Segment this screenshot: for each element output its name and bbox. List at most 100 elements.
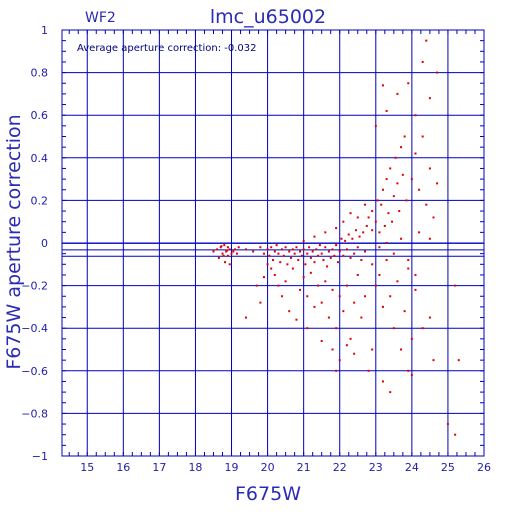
data-point [382, 188, 385, 191]
data-point [299, 288, 302, 291]
data-point [363, 250, 366, 253]
data-point [266, 263, 269, 266]
y-tick-label: −0.2 [21, 280, 48, 293]
data-point [317, 254, 320, 257]
data-point [329, 256, 332, 259]
data-point [327, 250, 330, 253]
data-point [324, 231, 327, 234]
data-point [320, 301, 323, 304]
data-point [277, 284, 280, 287]
data-point [407, 82, 410, 85]
x-tick-label: 20 [261, 461, 275, 474]
y-tick-label: 1 [41, 24, 48, 37]
data-point [385, 178, 388, 181]
data-point [212, 250, 215, 253]
data-point [367, 369, 370, 372]
data-point [414, 152, 417, 155]
data-point [410, 337, 413, 340]
data-point [349, 256, 352, 259]
data-point [400, 348, 403, 351]
data-point [367, 216, 370, 219]
data-point [387, 212, 390, 215]
data-point [338, 250, 341, 253]
data-point [228, 248, 231, 251]
data-point [306, 295, 309, 298]
data-point [344, 239, 347, 242]
data-point [428, 167, 431, 170]
data-point [317, 284, 320, 287]
data-point [403, 135, 406, 138]
x-tick-label: 16 [116, 461, 130, 474]
data-point [272, 259, 274, 262]
data-point [326, 265, 329, 268]
data-point [418, 188, 421, 191]
data-point [392, 252, 395, 255]
data-point [232, 250, 235, 253]
data-point [398, 210, 401, 213]
data-point [302, 239, 305, 242]
data-point [380, 203, 383, 206]
chip-label: WF2 [85, 10, 116, 26]
data-point [400, 146, 403, 149]
data-point [349, 337, 352, 340]
data-point [347, 233, 350, 236]
data-point [403, 310, 406, 313]
x-tick-label: 24 [405, 461, 419, 474]
data-point [309, 271, 312, 274]
data-point [378, 273, 381, 276]
data-point [378, 231, 381, 234]
data-point [353, 252, 356, 255]
data-point [288, 250, 291, 253]
y-tick-label: 0.6 [31, 109, 49, 122]
data-points [212, 39, 460, 436]
data-point [331, 248, 334, 251]
data-point [436, 182, 439, 185]
data-point [318, 244, 321, 247]
data-point [286, 263, 289, 266]
y-tick-label: −0.8 [21, 407, 48, 420]
data-point [410, 374, 413, 377]
data-point [302, 276, 305, 279]
data-point [217, 256, 220, 259]
data-point [322, 259, 325, 262]
x-tick-label: 15 [80, 461, 94, 474]
data-point [327, 316, 330, 319]
data-point [333, 254, 336, 257]
data-point [385, 109, 388, 112]
data-point [396, 92, 399, 95]
data-point [354, 229, 357, 232]
y-tick-label: −0.6 [21, 365, 48, 378]
data-point [436, 71, 439, 74]
data-point [252, 250, 255, 253]
data-point [428, 316, 431, 319]
data-point [308, 246, 311, 249]
data-point [262, 276, 265, 279]
data-point [351, 237, 354, 240]
data-point [288, 310, 291, 313]
data-point [302, 248, 305, 251]
data-point [407, 369, 410, 372]
data-point [418, 231, 421, 234]
y-tick-label: 0.8 [31, 67, 49, 80]
data-point [295, 246, 298, 249]
data-point [304, 263, 307, 266]
data-point [335, 244, 338, 247]
data-point [392, 327, 395, 330]
data-point [457, 359, 460, 362]
data-point [235, 252, 238, 255]
data-point [428, 97, 431, 100]
data-point [385, 242, 388, 244]
x-tick-labels: 15 16 17 18 19 20 21 22 23 24 25 26 [80, 461, 491, 474]
data-point [360, 316, 363, 319]
data-point [342, 220, 345, 223]
data-point [222, 254, 225, 257]
data-point [425, 203, 428, 206]
chart-title: lmc_u65002 [210, 6, 326, 28]
data-point [270, 267, 273, 270]
data-point [234, 248, 237, 251]
data-point [345, 284, 348, 287]
data-point [244, 248, 247, 251]
data-point [324, 246, 327, 249]
data-point [396, 182, 399, 185]
data-point [446, 423, 449, 426]
